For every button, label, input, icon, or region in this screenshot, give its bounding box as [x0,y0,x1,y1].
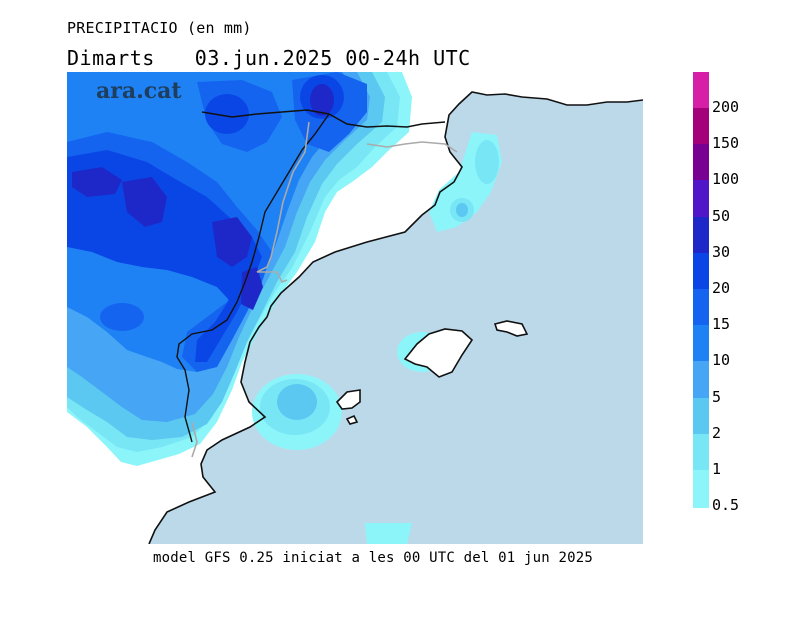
color-scale-label: 15 [712,315,731,334]
color-scale-label: 30 [712,242,731,261]
precipitation-map [67,72,643,544]
map-canvas [67,72,643,544]
color-scale-label: 100 [712,170,740,189]
color-scale-label: 150 [712,134,740,153]
precipitation-layer [67,72,502,544]
island-formentera [345,414,359,425]
color-scale-label: 1 [712,460,722,478]
color-scale-swatch [693,506,709,508]
balearic-islands [335,320,529,425]
color-scale-label: 20 [712,279,731,297]
color-scale-label: 0.5 [712,496,740,515]
brand-logo: ara.cat [96,78,182,104]
color-scale-label: 50 [712,206,731,225]
color-scale-swatch [693,72,709,108]
color-scale-swatch [693,325,709,363]
borders [176,109,458,458]
color-scale-swatch [693,216,709,254]
color-scale-swatch [693,180,709,218]
color-scale [693,72,709,508]
island-mallorca [403,328,474,378]
date-title: Dimarts 03.jun.2025 00-24h UTC [67,46,471,70]
color-scale-label: 200 [712,98,740,116]
color-scale-swatch [693,144,709,182]
color-scale-swatch [693,289,709,327]
color-scale-swatch [693,470,709,508]
color-scale-swatch [693,361,709,399]
island-menorca [493,320,529,337]
variable-label: PRECIPITACIO (en mm) [67,19,252,37]
color-scale-label: 5 [712,387,722,406]
date-range-label: 03.jun.2025 00-24h UTC [194,46,471,70]
day-label: Dimarts [67,46,155,70]
color-scale-label: 10 [712,351,731,370]
model-info: model GFS 0.25 iniciat a les 00 UTC del … [153,550,594,566]
color-scale-label: 2 [712,423,722,442]
coastlines [148,91,643,544]
color-scale-swatch [693,108,709,146]
color-scale-swatch [693,397,709,435]
color-scale-swatch [693,433,709,471]
island-eivissa [335,389,361,410]
color-scale-swatch [693,252,709,290]
